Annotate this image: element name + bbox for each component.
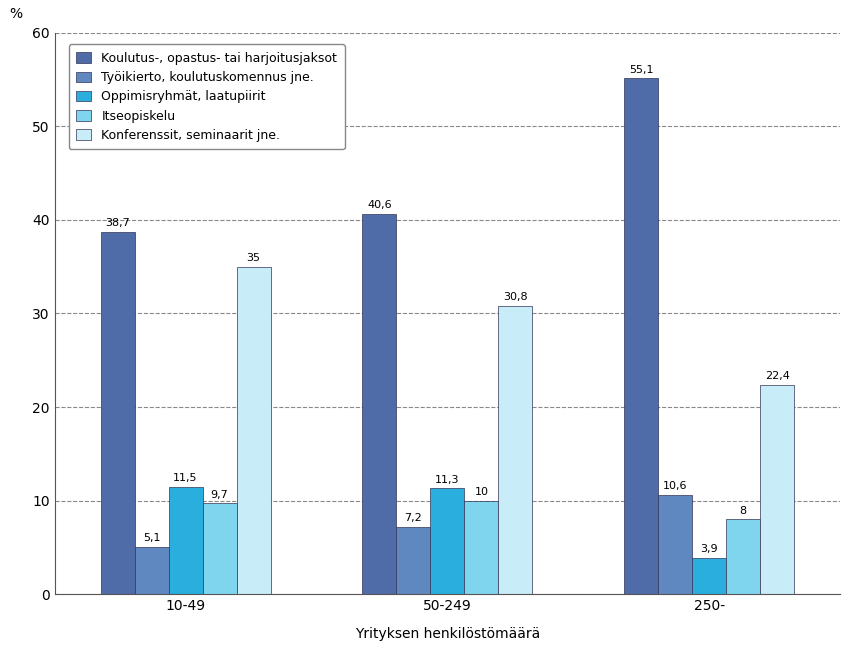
Legend: Koulutus-, opastus- tai harjoitusjaksot, Työikierto, koulutuskomennus jne., Oppi: Koulutus-, opastus- tai harjoitusjaksot,… (68, 45, 345, 150)
Text: 35: 35 (246, 253, 261, 263)
Text: 11,3: 11,3 (435, 475, 460, 485)
Bar (168, 487, 203, 594)
Text: 8: 8 (740, 506, 746, 516)
Text: 55,1: 55,1 (628, 65, 653, 75)
Bar (464, 501, 498, 594)
Y-axis label: %: % (9, 7, 22, 22)
Text: 38,7: 38,7 (105, 218, 130, 228)
Text: 3,9: 3,9 (700, 544, 718, 554)
X-axis label: Yrityksen henkilöstömäärä: Yrityksen henkilöstömäärä (355, 627, 540, 641)
Bar (726, 520, 760, 594)
Bar (430, 489, 464, 594)
Bar (363, 215, 397, 594)
Bar (203, 503, 237, 594)
Bar (397, 527, 430, 594)
Bar (692, 558, 726, 594)
Bar (760, 384, 794, 594)
Text: 10,6: 10,6 (663, 482, 687, 491)
Text: 30,8: 30,8 (503, 292, 528, 302)
Text: 22,4: 22,4 (764, 371, 790, 381)
Bar (498, 306, 533, 594)
Bar (658, 495, 692, 594)
Text: 9,7: 9,7 (210, 490, 228, 500)
Text: 7,2: 7,2 (404, 513, 422, 523)
Text: 40,6: 40,6 (367, 201, 392, 211)
Bar (101, 232, 134, 594)
Bar (134, 546, 168, 594)
Text: 10: 10 (475, 487, 488, 497)
Bar (624, 79, 658, 594)
Bar (237, 266, 271, 594)
Text: 11,5: 11,5 (174, 473, 198, 483)
Text: 5,1: 5,1 (143, 533, 160, 543)
